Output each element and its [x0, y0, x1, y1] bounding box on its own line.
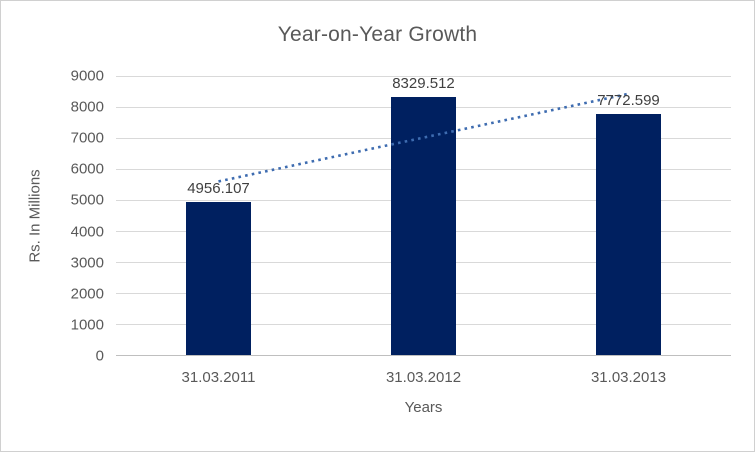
y-axis-tick-label: 2000: [70, 285, 104, 303]
x-axis-tick-label: 31.03.2013: [590, 369, 667, 386]
y-axis-tick-label: 4000: [70, 223, 104, 241]
data-label: 4956.107: [187, 179, 250, 197]
x-axis-tick-label: 31.03.2011: [181, 369, 256, 386]
data-label: 8329.512: [392, 74, 455, 92]
y-axis-tick-label: 1000: [70, 316, 104, 334]
x-axis-title: Years: [404, 399, 443, 416]
y-axis-tick-label: 3000: [70, 254, 104, 272]
chart-title: Year-on-Year Growth: [277, 23, 478, 46]
y-axis-tick-label: 6000: [70, 160, 104, 178]
data-label: 7772.599: [597, 92, 660, 110]
bar-31.03.2012: [391, 96, 456, 356]
y-axis-title: Rs. In Millions: [26, 169, 44, 263]
y-axis-tick-label: 5000: [70, 191, 104, 209]
y-axis-tick-label: 7000: [70, 129, 104, 147]
bar-31.03.2013: [596, 114, 661, 356]
bar-31.03.2011: [186, 201, 251, 356]
y-axis-tick-label: 8000: [70, 98, 104, 116]
plot-area: 0 1000 2000 3000 4000 5000 6000 7000 8000 9000 495…: [71, 68, 731, 386]
gridline: [116, 75, 731, 77]
y-axis-tick-label: 9000: [70, 67, 104, 85]
y-axis-tick-label: 0: [95, 347, 104, 365]
x-axis-tick-label: 31.03.2012: [385, 369, 462, 386]
x-axis-line: [116, 355, 731, 356]
